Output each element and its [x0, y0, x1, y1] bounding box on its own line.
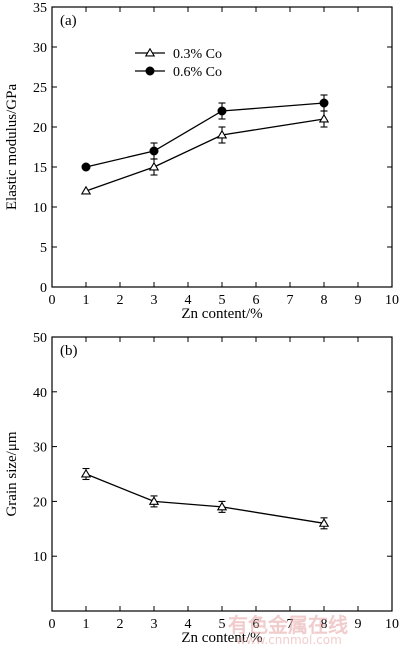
panel-label: (a): [60, 13, 77, 29]
x-tick-label: 1: [83, 293, 90, 308]
legend: 0.3% Co 0.6% Co: [135, 47, 222, 80]
y-axis-label: Grain size/μm: [4, 431, 20, 516]
y-tick-label: 20: [33, 495, 47, 510]
data-point: [144, 47, 156, 57]
panel-label: (b): [60, 343, 78, 359]
data-point: [319, 98, 329, 108]
data-point: [149, 146, 159, 156]
y-axis-label: Elastic modulus/GPa: [4, 84, 20, 211]
series: [80, 467, 330, 530]
series: [81, 94, 329, 172]
data-point: [81, 162, 91, 172]
y-tick-label: 30: [33, 41, 47, 56]
data-point: [145, 66, 155, 76]
data-point: [216, 129, 228, 139]
x-tick-label: 3: [151, 617, 158, 632]
x-tick-label: 10: [385, 617, 399, 632]
data-point: [217, 106, 227, 116]
y-tick-label: 5: [40, 241, 47, 256]
series: [80, 110, 330, 195]
y-tick-label: 50: [33, 331, 47, 346]
watermark-sub: www.cnnmol.com: [236, 633, 342, 647]
x-tick-label: 7: [287, 617, 294, 632]
legend-label: 0.3% Co: [173, 47, 222, 62]
data-point: [80, 185, 92, 195]
plot-frame: [51, 6, 393, 288]
series-line: [85, 473, 325, 524]
y-tick-label: 15: [33, 161, 47, 176]
watermark: 有色金属在线 www.cnnmol.com: [228, 613, 348, 647]
x-tick-label: 5: [219, 617, 226, 632]
y-tick-label: 10: [33, 550, 47, 565]
x-tick-label: 4: [185, 617, 192, 632]
data-point: [318, 518, 330, 527]
y-tick-label: 10: [33, 201, 47, 216]
plot-frame: [51, 336, 393, 612]
x-tick-label: 8: [321, 617, 328, 632]
x-tick-label: 6: [253, 293, 260, 308]
x-tick-label: 5: [219, 293, 226, 308]
x-tick-label: 2: [117, 617, 124, 632]
x-axis-label: Zn content/%: [181, 630, 262, 646]
data-point: [216, 501, 228, 511]
series-line: [85, 102, 325, 168]
y-tick-label: 20: [33, 121, 47, 136]
series-line: [85, 118, 325, 192]
panel-a: 0 1 2 3 4 5 6 7 8 9 10 0 5 10 15 20 25 30 35 Zn content/% El…: [4, 1, 399, 322]
x-tick-label: 3: [151, 293, 158, 308]
data-point: [148, 496, 160, 505]
y-tick-label: 40: [33, 386, 47, 401]
legend-label: 0.6% Co: [173, 65, 222, 80]
x-tick-label: 1: [83, 617, 90, 632]
data-point: [80, 468, 92, 478]
x-tick-label: 8: [321, 293, 328, 308]
y-tick-label: 35: [33, 1, 47, 16]
x-tick-label: 9: [355, 293, 362, 308]
x-tick-label: 9: [355, 617, 362, 632]
x-axis-label: Zn content/%: [181, 306, 262, 322]
y-tick-label: 25: [33, 81, 47, 96]
x-tick-label: 7: [287, 293, 294, 308]
data-point: [148, 161, 160, 171]
x-tick-label: 10: [385, 293, 399, 308]
y-tick-label: 0: [40, 281, 47, 296]
x-tick-label: 0: [49, 617, 56, 632]
x-tick-label: 4: [185, 293, 192, 308]
x-tick-label: 6: [253, 617, 260, 632]
panel-b: 0 1 2 3 4 5 6 7 8 9 10 10 20 30 40 50 Zn content/% Grain …: [4, 331, 399, 646]
data-point: [318, 113, 330, 123]
x-tick-label: 0: [49, 293, 56, 308]
y-tick-label: 30: [33, 441, 47, 456]
x-tick-label: 2: [117, 293, 124, 308]
watermark-text: 有色金属在线: [228, 613, 348, 637]
